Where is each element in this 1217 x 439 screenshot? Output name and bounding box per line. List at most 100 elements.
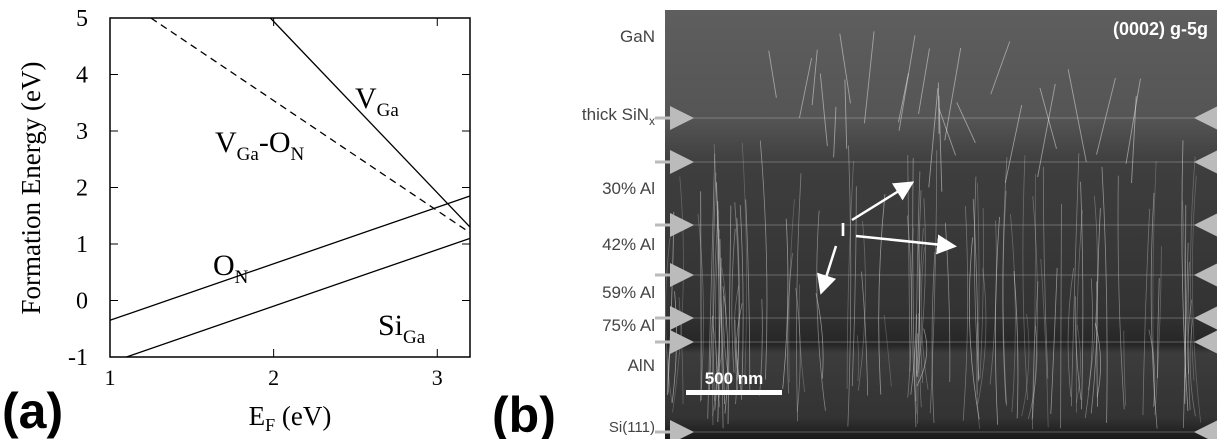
label-text: O xyxy=(213,249,235,282)
dislocation xyxy=(734,202,740,405)
dislocation xyxy=(741,142,747,386)
dislocation xyxy=(1182,200,1187,378)
dislocation xyxy=(956,102,976,144)
dislocation xyxy=(714,229,721,408)
dislocation xyxy=(1040,258,1049,428)
dislocation xyxy=(739,205,744,400)
dislocation xyxy=(974,176,980,380)
dislocation xyxy=(722,286,729,414)
dislocation xyxy=(799,57,813,119)
dislocation xyxy=(917,313,920,424)
x-tick-label: 3 xyxy=(432,365,443,390)
dislocation xyxy=(712,325,718,416)
dislocation xyxy=(915,243,921,377)
dislocation xyxy=(1117,175,1125,410)
dislocation xyxy=(819,73,828,147)
dislocation xyxy=(861,271,869,396)
dislocation xyxy=(707,153,716,419)
dislocation xyxy=(717,267,727,372)
dislocation xyxy=(1067,267,1074,397)
dislocation xyxy=(736,218,740,381)
label-text: V xyxy=(355,82,377,115)
line-label: VGa xyxy=(355,82,399,121)
dislocation xyxy=(1123,330,1127,406)
scale-bar xyxy=(686,390,782,395)
dislocation xyxy=(972,199,979,382)
dislocation xyxy=(844,79,848,149)
dislocation xyxy=(815,293,824,379)
dislocation xyxy=(788,199,795,383)
dislocation xyxy=(1002,157,1008,406)
dislocation xyxy=(1060,203,1062,429)
dislocation xyxy=(1150,192,1158,429)
data-line xyxy=(126,237,471,358)
dislocation xyxy=(851,186,857,387)
dislocation xyxy=(798,284,806,393)
label-text: V xyxy=(215,126,237,159)
layer-label: 75% Al xyxy=(602,316,655,335)
dislocation xyxy=(811,49,818,106)
dislocation xyxy=(931,252,936,424)
x-tick-label: 2 xyxy=(268,365,279,390)
dislocation xyxy=(979,208,984,379)
dislocation xyxy=(1184,204,1187,404)
layer-label: 42% Al xyxy=(602,235,655,254)
dislocation xyxy=(910,314,917,395)
layer-text: 30% Al xyxy=(602,179,655,198)
y-tick-label: 0 xyxy=(76,289,88,315)
dislocation xyxy=(1096,208,1101,407)
dislocation xyxy=(1074,296,1082,400)
dislocation xyxy=(1031,281,1039,430)
scale-bar-label: 500 nm xyxy=(705,369,764,388)
dislocation xyxy=(977,268,987,405)
dislocation xyxy=(1148,329,1156,408)
layer-text: thick SiN xyxy=(582,105,649,124)
panel-label: (b) xyxy=(492,387,556,439)
dislocation xyxy=(918,228,924,408)
dislocation xyxy=(1022,155,1028,401)
dislocation xyxy=(833,106,837,158)
dislocation xyxy=(1067,69,1087,163)
dislocation xyxy=(938,108,956,156)
dislocation xyxy=(1021,313,1030,417)
layer-text: Si(111) xyxy=(609,419,655,436)
dislocation xyxy=(745,199,751,392)
pointer-arrow xyxy=(817,245,838,295)
dislocation xyxy=(920,247,929,390)
dislocation xyxy=(918,190,924,384)
dislocation xyxy=(898,35,916,131)
dislocation xyxy=(1154,246,1162,416)
dislocation xyxy=(839,33,851,104)
dislocation xyxy=(968,237,980,420)
dislocation xyxy=(1087,195,1098,391)
micrograph xyxy=(665,10,1217,439)
dislocation xyxy=(857,220,866,391)
dislocation xyxy=(1070,153,1080,407)
dislocation xyxy=(782,218,789,389)
dislocation xyxy=(712,172,717,401)
label-subscript: Ga xyxy=(403,327,426,348)
y-axis-title: Formation Energy (eV) xyxy=(16,62,46,315)
dislocation xyxy=(708,315,713,395)
layer-label: thick SiNx xyxy=(582,105,655,128)
dislocation xyxy=(1191,175,1202,423)
x-axis-title: EF (eV) xyxy=(249,401,332,435)
dislocation xyxy=(1187,261,1191,411)
dislocation xyxy=(1190,156,1196,381)
dislocation xyxy=(1187,299,1193,375)
dislocation xyxy=(1142,208,1151,416)
dislocation xyxy=(1075,210,1083,413)
label-text: -O xyxy=(259,126,291,159)
dislocation xyxy=(929,150,938,414)
dislocation xyxy=(863,31,875,124)
layer-label: 30% Al xyxy=(602,179,655,198)
dislocation xyxy=(1152,160,1157,406)
y-tick-label: 4 xyxy=(76,63,88,89)
dislocation xyxy=(722,295,729,375)
plot-frame xyxy=(109,17,471,358)
dislocation xyxy=(731,228,736,373)
dislocation xyxy=(1050,267,1058,414)
dislocation xyxy=(906,215,912,398)
dislocation xyxy=(846,160,854,389)
